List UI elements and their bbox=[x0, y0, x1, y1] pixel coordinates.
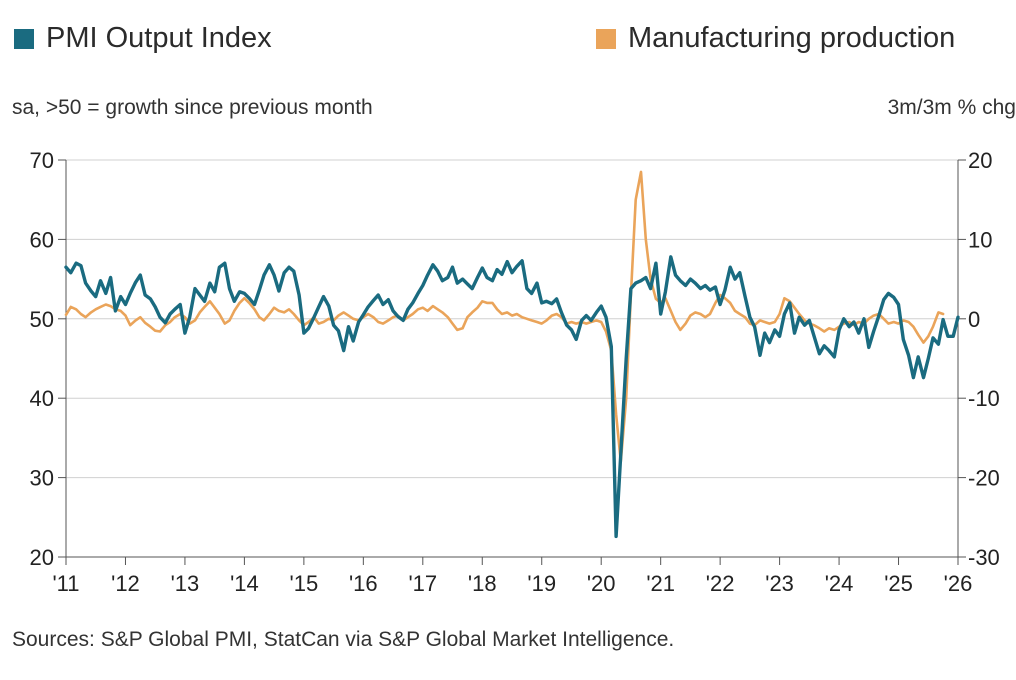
x-tick-label: '15 bbox=[290, 571, 319, 596]
x-tick-label: '18 bbox=[468, 571, 497, 596]
right-tick-label: -20 bbox=[968, 466, 1000, 491]
left-tick-label: 50 bbox=[30, 307, 54, 332]
left-axis-subtitle: sa, >50 = growth since previous month bbox=[12, 96, 373, 119]
right-tick-label: -10 bbox=[968, 386, 1000, 411]
left-tick-label: 60 bbox=[30, 227, 54, 252]
left-tick-label: 40 bbox=[30, 386, 54, 411]
x-tick-label: '22 bbox=[706, 571, 735, 596]
legend-label-pmi: PMI Output Index bbox=[46, 22, 272, 54]
right-tick-label: 20 bbox=[968, 148, 992, 173]
legend-pmi: PMI Output Index bbox=[14, 22, 272, 55]
x-tick-label: '16 bbox=[349, 571, 378, 596]
legend-swatch-pmi bbox=[14, 28, 34, 49]
left-tick-label: 20 bbox=[30, 545, 54, 570]
source-note: Sources: S&P Global PMI, StatCan via S&P… bbox=[12, 628, 675, 651]
left-tick-label: 30 bbox=[30, 466, 54, 491]
x-tick-label: '11 bbox=[52, 571, 79, 596]
x-tick-label: '26 bbox=[944, 571, 973, 596]
right-tick-label: 10 bbox=[968, 227, 992, 252]
x-tick-label: '21 bbox=[646, 571, 675, 596]
legend-manufacturing: Manufacturing production bbox=[596, 22, 955, 55]
x-tick-label: '17 bbox=[408, 571, 437, 596]
right-tick-label: 0 bbox=[968, 307, 980, 332]
right-tick-label: -30 bbox=[968, 545, 1000, 570]
x-tick-label: '14 bbox=[230, 571, 259, 596]
x-tick-label: '13 bbox=[171, 571, 200, 596]
x-tick-label: '12 bbox=[111, 571, 140, 596]
manufacturing-production-series-line bbox=[64, 170, 945, 463]
x-tick-label: '25 bbox=[884, 571, 913, 596]
x-tick-label: '19 bbox=[527, 571, 556, 596]
left-tick-label: 70 bbox=[30, 148, 54, 173]
pmi-output-series-line bbox=[64, 255, 960, 539]
x-tick-label: '23 bbox=[765, 571, 794, 596]
x-tick-label: '20 bbox=[587, 571, 616, 596]
x-tick-label: '24 bbox=[825, 571, 854, 596]
right-axis-subtitle: 3m/3m % chg bbox=[887, 96, 1016, 119]
legend-label-manufacturing: Manufacturing production bbox=[628, 22, 956, 54]
legend-swatch-manufacturing bbox=[596, 28, 616, 49]
